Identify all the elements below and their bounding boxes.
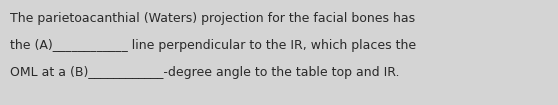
Text: the (A)____________ line perpendicular to the IR, which places the: the (A)____________ line perpendicular t… [10, 39, 416, 52]
Text: OML at a (B)____________-degree angle to the table top and IR.: OML at a (B)____________-degree angle to… [10, 66, 400, 79]
Text: The parietoacanthial (Waters) projection for the facial bones has: The parietoacanthial (Waters) projection… [10, 12, 415, 25]
